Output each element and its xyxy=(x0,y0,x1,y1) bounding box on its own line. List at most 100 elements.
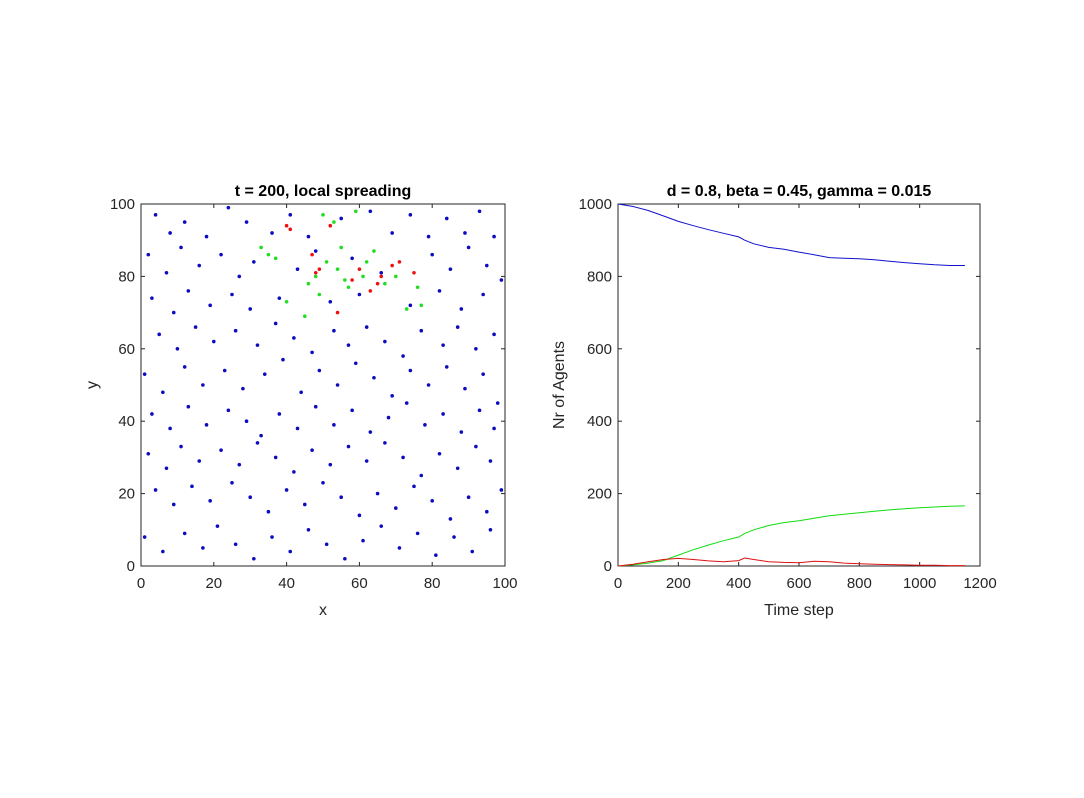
chart-title: d = 0.8, beta = 0.45, gamma = 0.015 xyxy=(667,183,932,200)
y-tick-label: 80 xyxy=(118,268,135,285)
scatter-point xyxy=(324,260,329,264)
scatter-point xyxy=(321,480,325,485)
scatter-point xyxy=(426,234,431,239)
scatter-point xyxy=(474,444,478,449)
scatter-point xyxy=(310,350,314,355)
scatter-point xyxy=(306,281,311,286)
scatter-point xyxy=(255,343,260,347)
scatter-point xyxy=(357,267,362,271)
x-axis-label: Time step xyxy=(764,602,834,619)
scatter-point xyxy=(372,249,376,253)
scatter-point xyxy=(401,455,405,460)
scatter-point xyxy=(295,426,300,431)
scatter-point xyxy=(346,343,351,347)
scatter-point xyxy=(321,213,325,217)
scatter-point xyxy=(481,292,485,297)
scatter-point xyxy=(444,365,449,369)
y-tick-label: 200 xyxy=(587,486,612,503)
scatter-point xyxy=(303,502,307,507)
scatter-point xyxy=(171,310,176,315)
scatter-point xyxy=(219,448,223,452)
scatter-point xyxy=(412,484,416,489)
scatter-point xyxy=(226,408,231,413)
y-tick-label: 40 xyxy=(118,413,135,430)
x-tick-label: 20 xyxy=(205,575,222,592)
scatter-point xyxy=(292,470,296,474)
scatter-point xyxy=(357,292,362,297)
scatter-point xyxy=(335,383,340,387)
scatter-point xyxy=(164,270,169,275)
x-tick-label: 0 xyxy=(614,575,622,592)
scatter-point xyxy=(182,220,187,224)
scatter-point xyxy=(244,419,249,424)
scatter-point xyxy=(397,546,402,550)
scatter-point xyxy=(313,274,318,279)
scatter-point xyxy=(313,404,318,409)
scatter-point xyxy=(343,278,347,282)
scatter-point xyxy=(168,426,172,431)
scatter-point xyxy=(390,263,394,268)
scatter-point xyxy=(146,252,151,257)
scatter-point xyxy=(434,553,438,557)
scatter-series xyxy=(259,209,424,319)
scatter-point xyxy=(284,223,289,228)
scatter-point xyxy=(353,361,358,366)
scatter-point xyxy=(448,267,453,271)
scatter-point xyxy=(212,339,216,344)
scatter-point xyxy=(364,260,369,264)
scatter-point xyxy=(353,209,358,214)
scatter-point xyxy=(153,213,158,217)
scatter-point xyxy=(455,325,460,329)
scatter-point xyxy=(150,296,154,300)
scatter-point xyxy=(284,488,289,492)
scatter-point xyxy=(488,528,493,532)
scatter-point xyxy=(448,517,453,521)
scatter-point xyxy=(179,245,183,250)
scatter-point xyxy=(255,441,260,445)
scatter-point xyxy=(375,281,380,286)
scatter-point xyxy=(288,213,293,217)
series-line xyxy=(617,203,965,266)
chart-title: t = 200, local spreading xyxy=(235,183,412,200)
scatter-point xyxy=(266,252,271,257)
scatter-point xyxy=(299,390,303,395)
scatter-point xyxy=(459,430,464,434)
scatter-point xyxy=(459,307,464,311)
scatter-point xyxy=(248,307,252,311)
scatter-point xyxy=(277,296,282,300)
scatter-point xyxy=(303,314,307,319)
scatter-point xyxy=(273,256,278,261)
scatter-point xyxy=(204,234,209,239)
scatter-point xyxy=(281,357,285,362)
scatter-point xyxy=(164,466,169,471)
scatter-point xyxy=(383,441,387,445)
scatter-point xyxy=(146,451,151,456)
scatter-point xyxy=(466,495,471,500)
y-axis-label: y xyxy=(84,381,101,389)
scatter-point xyxy=(270,535,274,539)
scatter-point xyxy=(197,263,202,268)
scatter-point xyxy=(364,325,369,329)
scatter-point xyxy=(485,509,489,514)
scatter-point xyxy=(361,274,365,279)
scatter-point xyxy=(142,372,147,376)
x-tick-label: 0 xyxy=(137,575,145,592)
scatter-point xyxy=(332,423,336,427)
y-tick-label: 20 xyxy=(118,486,135,503)
scatter-point xyxy=(201,383,205,387)
scatter-point xyxy=(397,260,402,264)
scatter-point xyxy=(350,278,354,282)
scatter-point xyxy=(328,462,333,467)
scatter-point xyxy=(244,220,249,224)
scatter-point xyxy=(339,216,344,221)
y-tick-label: 100 xyxy=(110,196,135,213)
scatter-point xyxy=(419,303,424,308)
scatter-point xyxy=(190,484,194,489)
scatter-point xyxy=(401,354,405,358)
scatter-point xyxy=(379,524,384,528)
scatter-point xyxy=(495,401,500,405)
scatter-point xyxy=(499,488,504,492)
scatter-point xyxy=(222,368,227,373)
x-tick-label: 1200 xyxy=(963,575,996,592)
scatter-point xyxy=(394,274,398,279)
